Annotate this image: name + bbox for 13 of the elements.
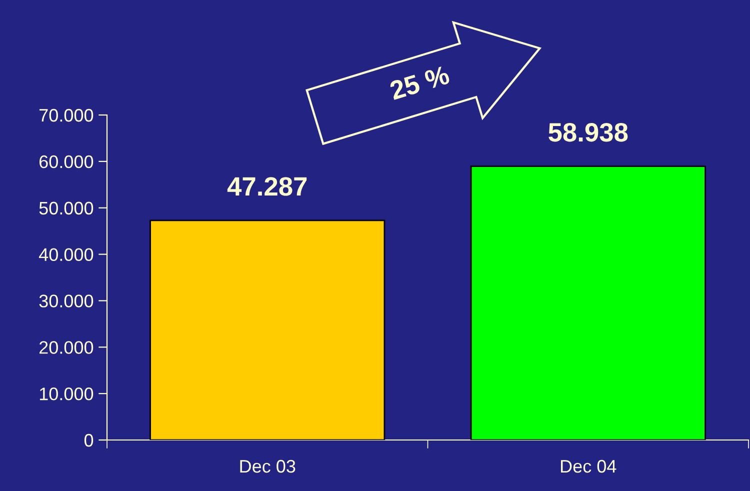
y-tick-label: 50.000: [39, 202, 94, 215]
y-tick-label: 0: [84, 434, 94, 447]
x-tick-label: Dec 04: [561, 460, 616, 473]
data-label: 58.938: [548, 123, 628, 142]
y-tick-label: 60.000: [40, 155, 94, 168]
y-tick-label: 30.000: [39, 294, 94, 308]
y-tick-label: 40.000: [39, 248, 94, 262]
x-tick-label: Dec 03: [240, 460, 296, 473]
text: 25 %: [388, 65, 450, 100]
y-tick-label: 70.000: [40, 108, 94, 122]
data-label: 47.287: [227, 177, 307, 196]
y-tick-label: 20.000: [39, 341, 94, 354]
y-tick-label: 10.000: [40, 388, 94, 400]
